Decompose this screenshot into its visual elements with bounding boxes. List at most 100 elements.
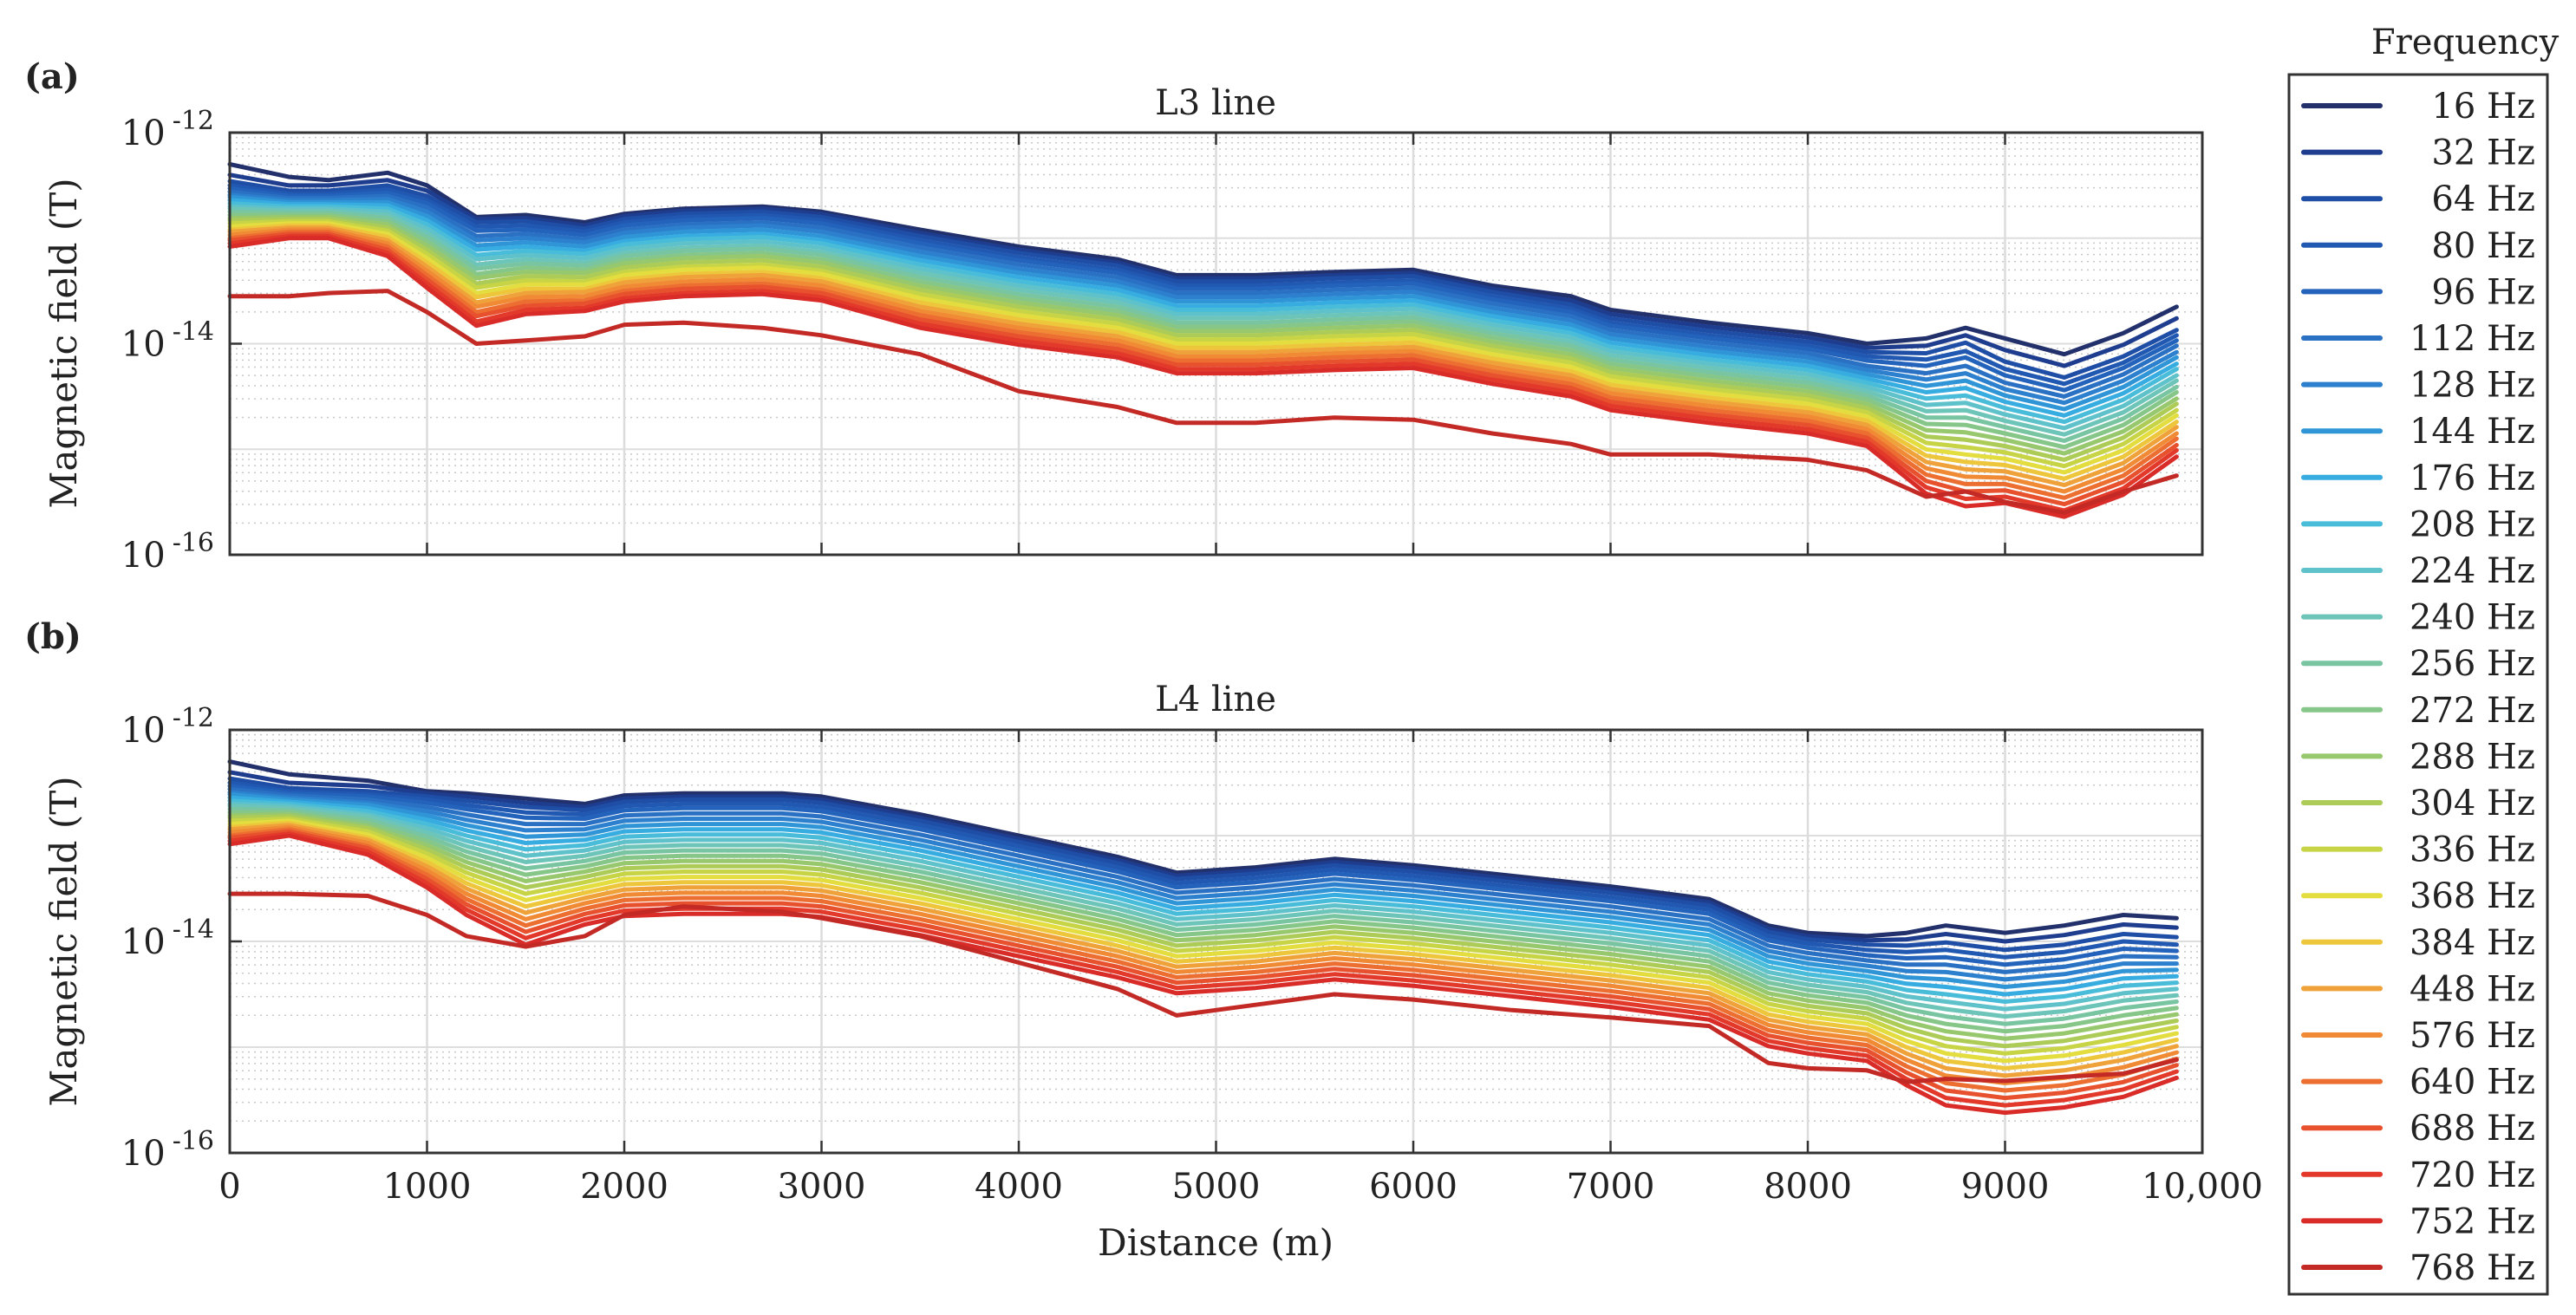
legend-label: 32 Hz [2431,133,2535,173]
series-line-a-96-hz [227,186,2179,393]
x-tick-label: 2000 [580,1167,668,1207]
series-line-a-240-hz [227,206,2179,437]
x-tick-label: 10,000 [2142,1167,2263,1207]
legend-label: 576 Hz [2410,1016,2535,1056]
series-lines-a [227,162,2179,519]
series-line-a-688-hz [227,231,2179,507]
series-line-a-384-hz [227,223,2179,481]
legend-label: 368 Hz [2410,876,2535,916]
series-line-b-688-hz [227,829,2179,1101]
x-axis-label: Distance (m) [1098,1221,1334,1264]
series-line-b-224-hz [227,801,2179,1012]
panel-a: 10-12 10-14 10-16 (a) L3 line Magnetic fie… [24,56,2204,576]
y-tick-label: 10 -16 [121,1126,214,1174]
series-line-a-64-hz [227,179,2179,380]
x-tick-label: 7000 [1567,1167,1655,1207]
legend-label: 112 Hz [2410,319,2535,359]
x-ticks-b: 0 1000 2000 3000 4000 5000 6000 7000 8000 9000 10,… [218,730,2263,1207]
series-line-b-448-hz [227,823,2179,1078]
y-ticks-b: 10-12 10-14 10-16 [121,703,242,1174]
series-line-b-256-hz [227,807,2179,1026]
legend-label: 224 Hz [2410,551,2535,591]
series-line-a-112-hz [227,189,2179,399]
series-line-b-32-hz [227,770,2179,944]
legend-label: 240 Hz [2410,598,2535,638]
legend-label: 16 Hz [2431,87,2535,127]
y-tick-label: 10 -14 [121,317,214,365]
legend-label: 688 Hz [2410,1109,2535,1149]
series-line-b-144-hz [227,791,2179,989]
legend-label: 256 Hz [2410,644,2535,684]
legend-label: 448 Hz [2410,969,2535,1009]
panel-letter-b: (b) [24,616,82,657]
series-line-a-336-hz [227,218,2179,469]
x-tick-label: 8000 [1764,1167,1852,1207]
series-line-b-272-hz [227,810,2179,1034]
legend-label: 80 Hz [2431,226,2535,266]
series-line-b-176-hz [227,795,2179,997]
series-line-b-576-hz [227,824,2179,1085]
series-line-b-64-hz [227,776,2179,953]
series-line-a-208-hz [227,201,2179,425]
x-tick-label: 6000 [1369,1167,1458,1207]
legend-label: 384 Hz [2410,923,2535,963]
series-line-b-304-hz [227,814,2179,1049]
series-line-b-368-hz [227,818,2179,1064]
legend-label: 64 Hz [2431,179,2535,219]
series-line-a-768-hz [227,289,2179,515]
x-tick-label: 5000 [1172,1167,1261,1207]
series-line-b-752-hz [227,833,2179,1116]
series-line-b-128-hz [227,790,2179,982]
series-lines-b [227,759,2179,1116]
y-axis-label-a: Magnetic field (T) [42,178,85,508]
y-tick-label: 10 -12 [121,703,214,751]
series-line-b-288-hz [227,812,2179,1041]
series-line-b-80-hz [227,780,2179,960]
panel-letter-a: (a) [24,56,80,97]
legend-box [2287,73,2549,1296]
series-line-b-112-hz [227,786,2179,974]
x-ticks-a [228,133,2204,555]
legend-label: 272 Hz [2410,691,2535,731]
legend-items: 16 Hz 32 Hz 64 Hz 80 Hz 96 Hz 112 Hz 128 Hz 144… [2301,87,2535,1288]
series-line-b-96-hz [227,784,2179,967]
series-line-a-752-hz [227,236,2179,519]
legend-title: Frequency [2371,23,2560,62]
y-ticks-a: 10-12 10-14 10-16 [121,106,242,576]
x-tick-label: 1000 [383,1167,472,1207]
legend-label: 288 Hz [2410,737,2535,777]
y-tick-label: 10 -14 [121,915,214,962]
legend-label: 720 Hz [2410,1156,2535,1195]
series-line-b-384-hz [227,820,2179,1071]
series-line-a-288-hz [227,214,2179,456]
y-axis-label-b: Magnetic field (T) [42,776,85,1106]
legend-label: 144 Hz [2410,412,2535,452]
panel-b: 0 1000 2000 3000 4000 5000 6000 7000 8000 9000 10,… [24,616,2263,1207]
series-line-b-336-hz [227,817,2179,1056]
series-line-a-80-hz [227,183,2179,387]
series-line-b-16-hz [227,759,2179,939]
panel-title-b: L4 line [1155,680,1276,719]
series-line-a-176-hz [227,198,2179,418]
x-tick-label: 9000 [1961,1167,2050,1207]
legend: Frequency 16 Hz 32 Hz 64 Hz 80 Hz 96 Hz 112 H… [2287,23,2560,1296]
legend-label: 640 Hz [2410,1063,2535,1103]
legend-label: 176 Hz [2410,459,2535,498]
legend-label: 96 Hz [2431,272,2535,312]
legend-label: 128 Hz [2410,366,2535,406]
series-line-a-32-hz [227,173,2179,368]
legend-label: 336 Hz [2410,830,2535,870]
legend-label: 208 Hz [2410,505,2535,544]
panel-title-a: L3 line [1155,83,1276,123]
legend-label: 752 Hz [2410,1201,2535,1241]
series-line-a-144-hz [227,194,2179,412]
series-line-b-240-hz [227,804,2179,1019]
x-tick-label: 0 [218,1167,240,1207]
series-line-a-448-hz [227,225,2179,488]
series-line-a-720-hz [227,233,2179,513]
x-tick-label: 3000 [778,1167,866,1207]
series-line-a-224-hz [227,204,2179,431]
series-line-b-768-hz [227,891,2179,1084]
series-line-a-272-hz [227,212,2179,450]
